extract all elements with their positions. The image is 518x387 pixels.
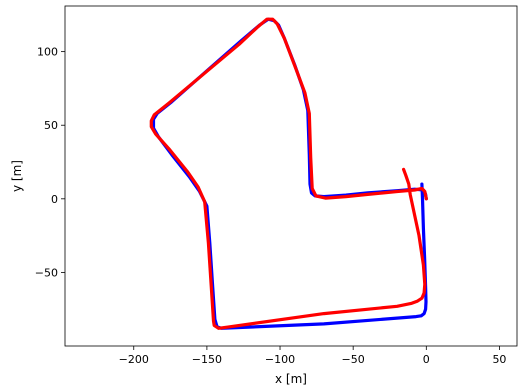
y-tick-label: −50 xyxy=(35,266,58,279)
y-tick-label: 0 xyxy=(51,193,58,206)
x-tick-label: −50 xyxy=(342,353,365,366)
y-tick-label: 100 xyxy=(37,46,58,59)
y-axis-ticks: −50 0 50 100 xyxy=(35,46,65,279)
x-axis-label: x [m] xyxy=(275,372,307,386)
plot-traces xyxy=(149,17,428,330)
x-axis-ticks: −200 −150 −100 −50 0 50 xyxy=(119,346,506,366)
x-tick-label: 0 xyxy=(423,353,430,366)
y-tick-label: 50 xyxy=(44,119,58,132)
plot-frame xyxy=(64,5,518,347)
trajectory-line-1 xyxy=(151,17,428,330)
trajectory-line-2 xyxy=(149,17,428,330)
x-tick-label: −150 xyxy=(192,353,222,366)
x-tick-label: −100 xyxy=(265,353,295,366)
x-tick-label: −200 xyxy=(119,353,149,366)
x-tick-label: 50 xyxy=(492,353,506,366)
y-axis-label: y [m] xyxy=(10,160,24,192)
